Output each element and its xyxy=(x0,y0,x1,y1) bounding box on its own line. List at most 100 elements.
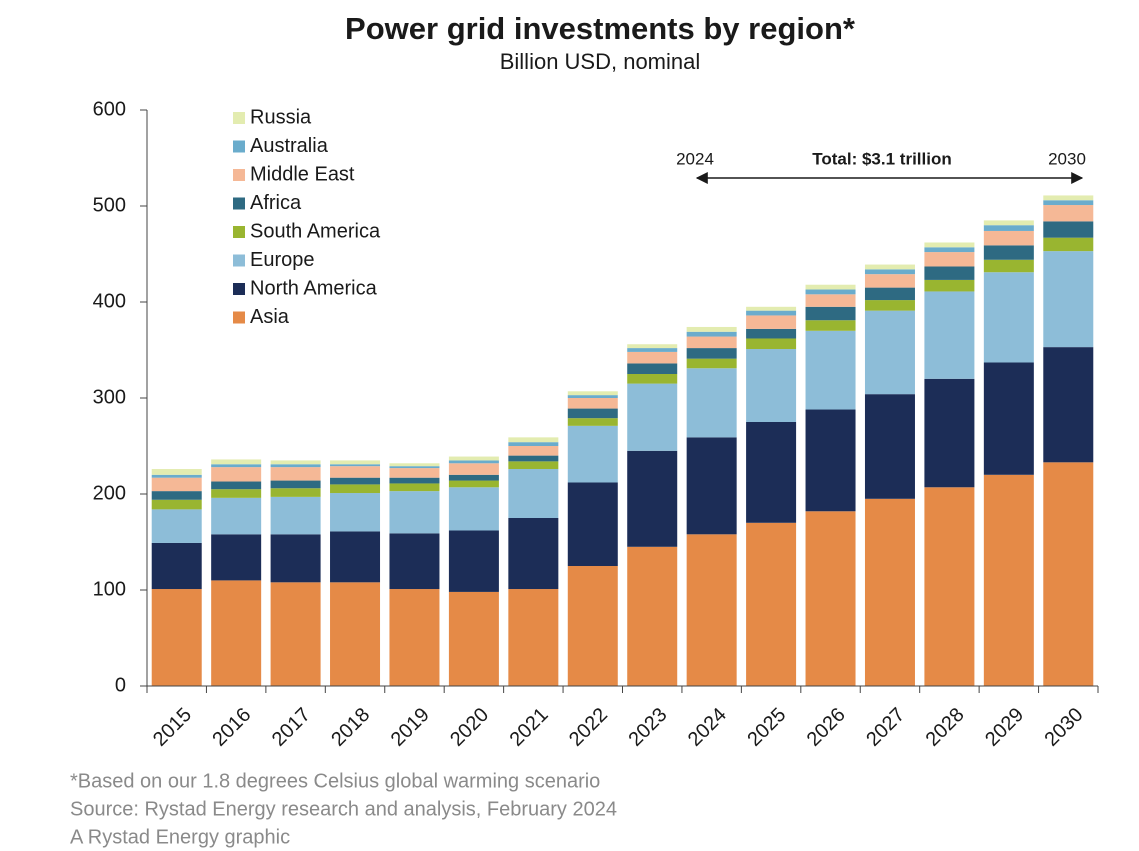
y-tick-label: 100 xyxy=(93,578,126,600)
bar-segment xyxy=(1043,251,1094,348)
legend-swatch xyxy=(233,140,245,153)
bar-segment xyxy=(746,522,797,686)
legend-label: Russia xyxy=(250,106,312,128)
legend-swatch xyxy=(233,311,245,324)
bar-segment xyxy=(330,460,381,465)
bar-segment xyxy=(686,336,737,349)
annotation-total: Total: $3.1 trillion xyxy=(812,149,951,168)
bar-segment xyxy=(983,259,1034,273)
x-tick-label: 2019 xyxy=(387,704,434,751)
bar-segment xyxy=(924,279,975,292)
x-tick-label: 2025 xyxy=(743,704,790,751)
bar-segment xyxy=(627,363,678,374)
y-tick-label: 400 xyxy=(93,290,126,312)
bar-segment xyxy=(924,247,975,253)
bar-segment xyxy=(389,533,440,590)
bar-segment xyxy=(924,266,975,280)
bar-segment xyxy=(567,395,618,398)
bar-segment xyxy=(211,580,262,686)
bar-segment xyxy=(924,291,975,379)
bar-segment xyxy=(983,225,1034,231)
x-tick-label: 2018 xyxy=(327,704,374,751)
bar-segment xyxy=(627,450,678,547)
bar-segment xyxy=(211,481,262,490)
bar-segment xyxy=(389,589,440,686)
bar-segment xyxy=(864,269,915,275)
bar-segment xyxy=(389,468,440,478)
bar-segment xyxy=(627,348,678,352)
y-tick-label: 600 xyxy=(93,98,126,120)
bar-segment xyxy=(805,294,856,307)
bar-segment xyxy=(805,289,856,295)
bar-segment xyxy=(805,284,856,290)
bar-segment xyxy=(151,474,202,478)
bar-segment xyxy=(864,310,915,395)
bar-segment xyxy=(864,394,915,499)
bar-segment xyxy=(805,320,856,331)
footnote: Source: Rystad Energy research and analy… xyxy=(70,798,617,820)
legend-swatch xyxy=(233,197,245,210)
legend-swatch xyxy=(233,254,245,267)
bar-segment xyxy=(627,374,678,384)
bar-segment xyxy=(151,491,202,500)
bar-segment xyxy=(448,456,499,461)
bar-segment xyxy=(805,511,856,686)
bar-segment xyxy=(389,466,440,469)
bar-segment xyxy=(567,482,618,566)
bar-segment xyxy=(746,328,797,339)
x-tick-label: 2021 xyxy=(506,704,553,751)
bar-segment xyxy=(567,418,618,426)
bar-segment xyxy=(627,383,678,451)
bar-segment xyxy=(1043,205,1094,222)
bar-segment xyxy=(1043,462,1094,686)
bar-segment xyxy=(746,306,797,311)
bar-segment xyxy=(508,469,559,518)
y-tick-label: 0 xyxy=(115,674,126,696)
x-tick-label: 2016 xyxy=(208,704,255,751)
bar-segment xyxy=(983,220,1034,226)
bar-segment xyxy=(508,446,559,456)
bar-segment xyxy=(448,474,499,481)
legend-label: Middle East xyxy=(250,163,355,185)
bar-segment xyxy=(686,331,737,337)
bar-segment xyxy=(924,242,975,248)
x-tick-label: 2030 xyxy=(1041,704,1088,751)
bar-segment xyxy=(508,461,559,470)
legend-label: North America xyxy=(250,277,378,299)
bar-segment xyxy=(805,330,856,410)
bar-segment xyxy=(686,358,737,369)
bar-segment xyxy=(627,344,678,349)
x-tick-label: 2017 xyxy=(268,704,315,751)
x-tick-label: 2026 xyxy=(803,704,850,751)
bar-segment xyxy=(151,542,202,590)
legend-label: South America xyxy=(250,220,381,242)
bar-segment xyxy=(330,464,381,467)
bar-segment xyxy=(448,463,499,475)
bar-segment xyxy=(983,272,1034,363)
bar-segment xyxy=(1043,347,1094,463)
bar-segment xyxy=(567,425,618,483)
bar-segment xyxy=(686,368,737,438)
bar-segment xyxy=(151,509,202,543)
bar-segment xyxy=(508,437,559,443)
bar-segment xyxy=(924,378,975,488)
bar-segment xyxy=(389,463,440,467)
bar-segment xyxy=(151,477,202,492)
bar-segment xyxy=(864,274,915,288)
bar-segment xyxy=(389,491,440,534)
bar-segment xyxy=(864,498,915,686)
chart-subtitle: Billion USD, nominal xyxy=(500,49,701,74)
bar-segment xyxy=(627,546,678,686)
x-tick-label: 2022 xyxy=(565,704,612,751)
bar-segment xyxy=(627,351,678,364)
footnote: A Rystad Energy graphic xyxy=(70,826,290,848)
bar-segment xyxy=(389,483,440,492)
annotation-end: 2030 xyxy=(1048,149,1086,168)
bar-segment xyxy=(270,534,321,583)
bar-segment xyxy=(1043,221,1094,238)
bar-segment xyxy=(330,531,381,583)
bar-segment xyxy=(211,534,262,581)
legend-swatch xyxy=(233,169,245,181)
legend-label: Asia xyxy=(250,306,290,328)
